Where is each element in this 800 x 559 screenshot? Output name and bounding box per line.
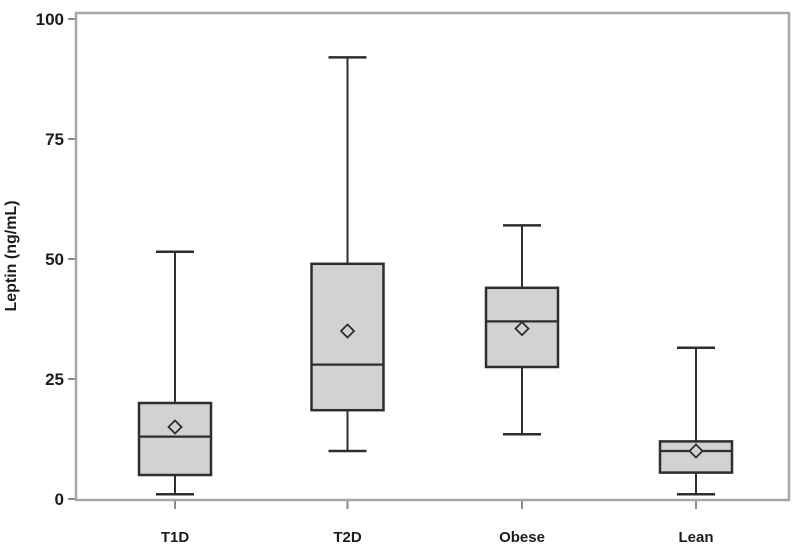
x-category-label-T1D: T1D (161, 529, 190, 546)
mean-diamond-icon-Lean (688, 443, 704, 459)
iqr-box-T1D (137, 401, 213, 477)
y-axis-tick-label-75: 75 (45, 130, 64, 149)
x-category-label-T2D: T2D (333, 529, 362, 546)
plot-frame (74, 11, 791, 502)
mean-diamond-icon-Obese (514, 320, 530, 337)
x-category-label-Lean: Lean (678, 529, 713, 546)
y-axis-tick-label-0: 0 (55, 490, 64, 509)
y-axis-tick-label-50: 50 (45, 250, 64, 269)
y-axis-tick-label-100: 100 (36, 10, 64, 29)
y-axis-title: Leptin (ng/mL) (3, 200, 20, 311)
mean-diamond-icon-T2D (339, 323, 356, 339)
x-category-label-Obese: Obese (499, 529, 545, 546)
y-axis-tick-label-25: 25 (45, 370, 64, 389)
mean-diamond-icon-T1D (167, 419, 183, 435)
